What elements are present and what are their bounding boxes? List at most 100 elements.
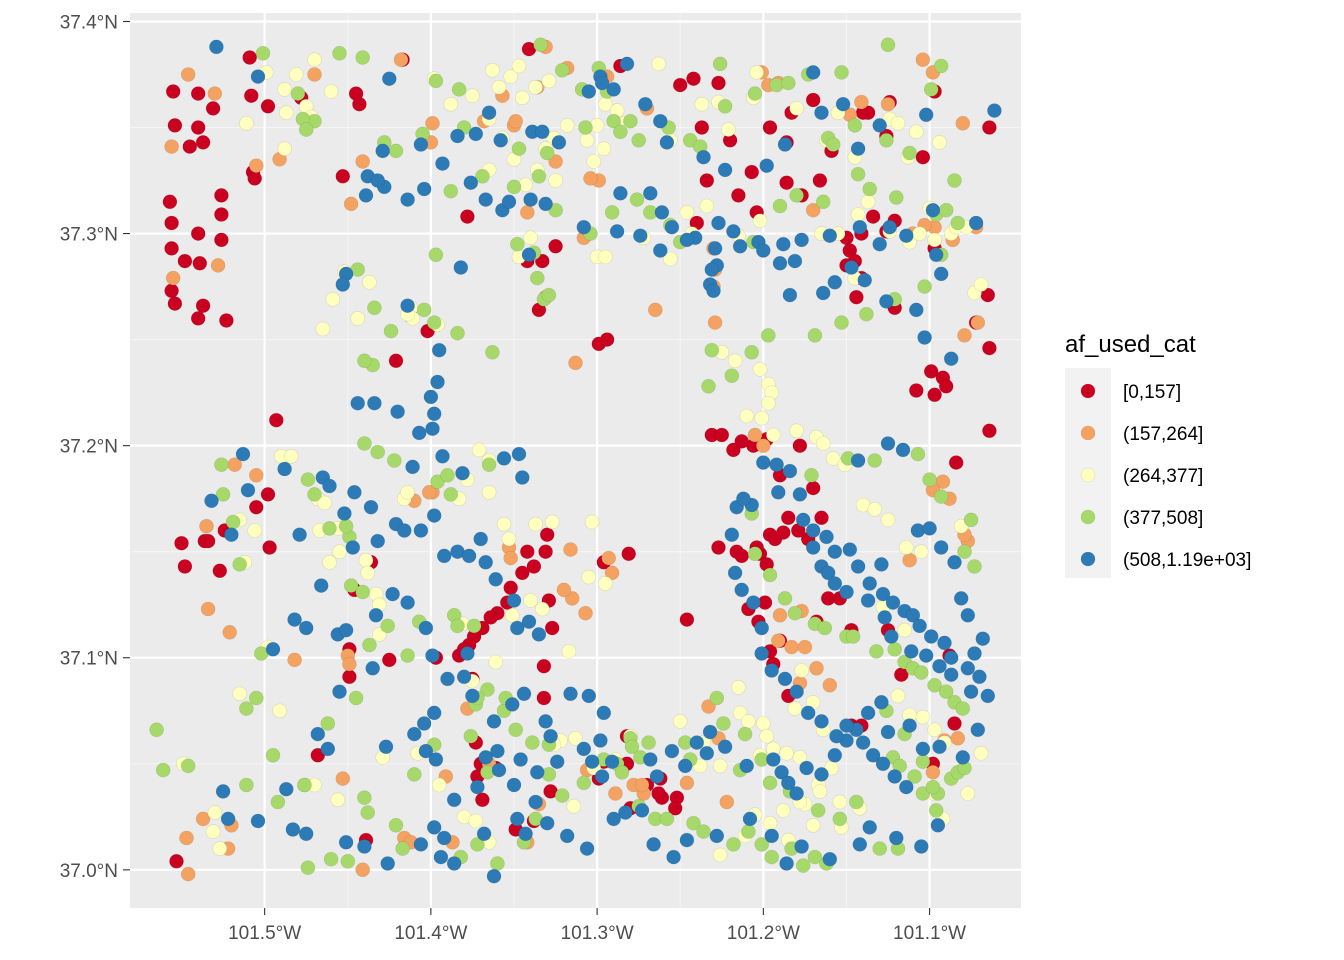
data-point — [393, 52, 409, 68]
data-point — [927, 387, 942, 403]
data-point — [338, 622, 354, 638]
data-point — [755, 455, 771, 470]
data-point — [938, 378, 954, 394]
data-point — [450, 325, 465, 341]
data-point — [576, 741, 592, 757]
data-point — [400, 648, 415, 663]
data-point — [526, 559, 542, 574]
data-point — [659, 811, 675, 827]
data-point — [155, 762, 171, 778]
data-point — [641, 735, 656, 750]
data-point — [880, 436, 896, 451]
data-point — [827, 747, 843, 763]
data-point — [561, 644, 577, 659]
data-point — [972, 669, 987, 685]
data-point — [355, 862, 371, 878]
data-point — [822, 851, 838, 867]
data-point — [209, 39, 224, 55]
data-point — [947, 173, 962, 188]
data-point — [195, 298, 211, 314]
data-point — [804, 467, 819, 483]
data-point — [850, 559, 866, 574]
data-point — [775, 525, 791, 540]
data-point — [795, 858, 811, 873]
data-point — [717, 162, 733, 178]
data-point — [362, 637, 377, 653]
data-point — [741, 714, 756, 729]
data-point — [554, 788, 570, 803]
data-point — [514, 565, 530, 581]
data-point — [214, 207, 229, 222]
data-point — [779, 175, 794, 190]
data-point — [898, 228, 914, 243]
data-point — [699, 198, 715, 214]
data-point — [880, 512, 896, 528]
data-point — [716, 716, 731, 731]
data-point — [772, 198, 788, 214]
data-point — [659, 135, 675, 150]
data-point — [913, 544, 929, 560]
data-point — [905, 607, 921, 623]
data-point — [860, 105, 876, 120]
data-point — [890, 688, 906, 704]
data-point — [711, 540, 726, 555]
series-points — [175, 52, 989, 863]
data-point — [578, 120, 593, 135]
data-point — [968, 215, 984, 231]
data-point — [320, 716, 336, 731]
data-point — [727, 565, 743, 581]
data-point — [930, 817, 946, 833]
data-point — [727, 353, 743, 369]
data-point — [260, 99, 276, 114]
data-point — [689, 735, 705, 750]
data-point — [754, 410, 770, 426]
data-point — [277, 461, 292, 477]
data-point — [207, 805, 223, 820]
data-point — [734, 582, 750, 598]
data-point — [210, 258, 226, 273]
data-point — [679, 775, 695, 791]
data-point — [529, 270, 545, 286]
data-point — [169, 853, 184, 869]
data-point — [355, 584, 371, 600]
data-point — [957, 328, 972, 343]
data-point — [239, 701, 254, 716]
data-point — [456, 669, 472, 685]
data-point — [711, 75, 726, 91]
data-point — [343, 578, 359, 593]
data-point — [425, 421, 440, 437]
data-point — [874, 557, 889, 572]
data-point — [248, 158, 264, 173]
data-point — [488, 654, 504, 670]
data-point — [556, 582, 572, 598]
data-point — [765, 427, 781, 443]
data-point — [917, 330, 932, 345]
data-point — [278, 105, 294, 120]
data-point — [805, 92, 821, 108]
data-point — [827, 544, 843, 560]
data-point — [225, 514, 241, 530]
data-point — [323, 851, 339, 867]
data-point — [672, 714, 688, 729]
data-point — [747, 427, 763, 443]
data-point — [277, 141, 292, 156]
data-point — [755, 438, 771, 454]
data-point — [775, 236, 791, 252]
legend-label: (157,264] — [1123, 424, 1203, 445]
data-point — [501, 194, 517, 210]
data-point — [872, 841, 888, 856]
data-point — [850, 141, 866, 156]
data-point — [539, 145, 555, 161]
data-point — [250, 813, 266, 829]
data-point — [232, 686, 247, 702]
data-point — [702, 724, 718, 740]
legend-key — [1080, 509, 1096, 525]
data-point — [450, 618, 465, 634]
data-point — [521, 247, 537, 263]
data-point — [395, 841, 410, 856]
data-point — [947, 554, 962, 570]
data-point — [879, 133, 894, 148]
data-point — [475, 792, 490, 808]
data-point — [584, 754, 600, 770]
data-point — [514, 90, 530, 106]
